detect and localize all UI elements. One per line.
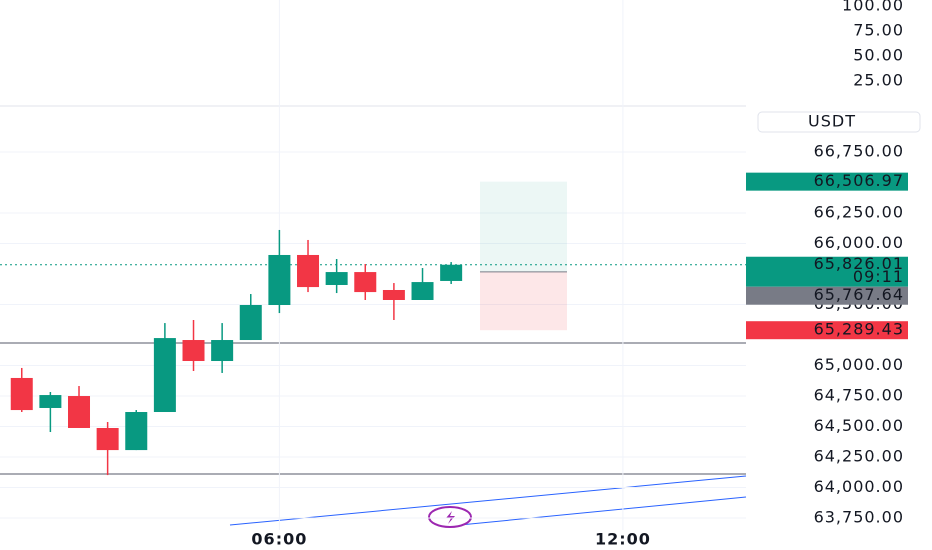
y-tick-label: 75.00 (853, 21, 904, 40)
candle-body (153, 338, 176, 413)
y-tick-label: 64,250.00 (814, 447, 904, 466)
price-label-bg (746, 286, 908, 305)
y-tick-label: 66,750.00 (814, 141, 904, 160)
price-label-bg (746, 172, 908, 191)
price-label: 66,506.97 (814, 171, 904, 190)
y-tick-label: 66,000.00 (814, 233, 904, 252)
candle-body (325, 272, 348, 285)
candle-body (182, 340, 205, 362)
event-bolt[interactable] (446, 511, 455, 524)
candle-body (354, 272, 377, 293)
y-tick-label: 100.00 (842, 0, 904, 15)
y-tick-label: 50.00 (853, 46, 904, 65)
y-tick-label: 63,750.00 (814, 508, 904, 527)
y-tick-label: 64,000.00 (814, 477, 904, 496)
candle-body (211, 340, 234, 362)
currency-button[interactable] (757, 111, 921, 133)
candle-body (297, 254, 320, 288)
y-tick-label: 64,750.00 (814, 386, 904, 405)
candle-body (68, 396, 91, 428)
price-label: 65,289.43 (814, 320, 904, 339)
event-icon[interactable] (428, 506, 472, 528)
last-price-label: 65,826.01 (814, 254, 904, 273)
candle-body (268, 254, 291, 306)
currency-label[interactable]: USDT (808, 112, 856, 131)
candle-body (239, 305, 262, 341)
candle-body (10, 377, 33, 411)
stop-zone (480, 271, 567, 331)
last-price-label-bg (746, 256, 908, 287)
trend-line (459, 496, 747, 526)
candle-body (96, 427, 119, 451)
x-tick-label: 06:00 (251, 530, 307, 549)
candle-body (440, 264, 463, 281)
candle-body (39, 395, 62, 408)
y-tick-label: 65,000.00 (814, 355, 904, 374)
price-label-bg (746, 321, 908, 340)
y-tick-label: 66,250.00 (814, 203, 904, 222)
countdown-label: 09:11 (853, 267, 904, 286)
price-label: 65,767.64 (814, 285, 904, 304)
x-tick-label: 12:00 (595, 530, 651, 549)
trend-line (229, 475, 747, 526)
target-zone (480, 181, 567, 272)
candle-body (125, 412, 148, 451)
candle-body (411, 282, 434, 301)
y-tick-label: 25.00 (853, 71, 904, 90)
y-tick-label: 64,500.00 (814, 416, 904, 435)
candle-body (382, 289, 405, 301)
